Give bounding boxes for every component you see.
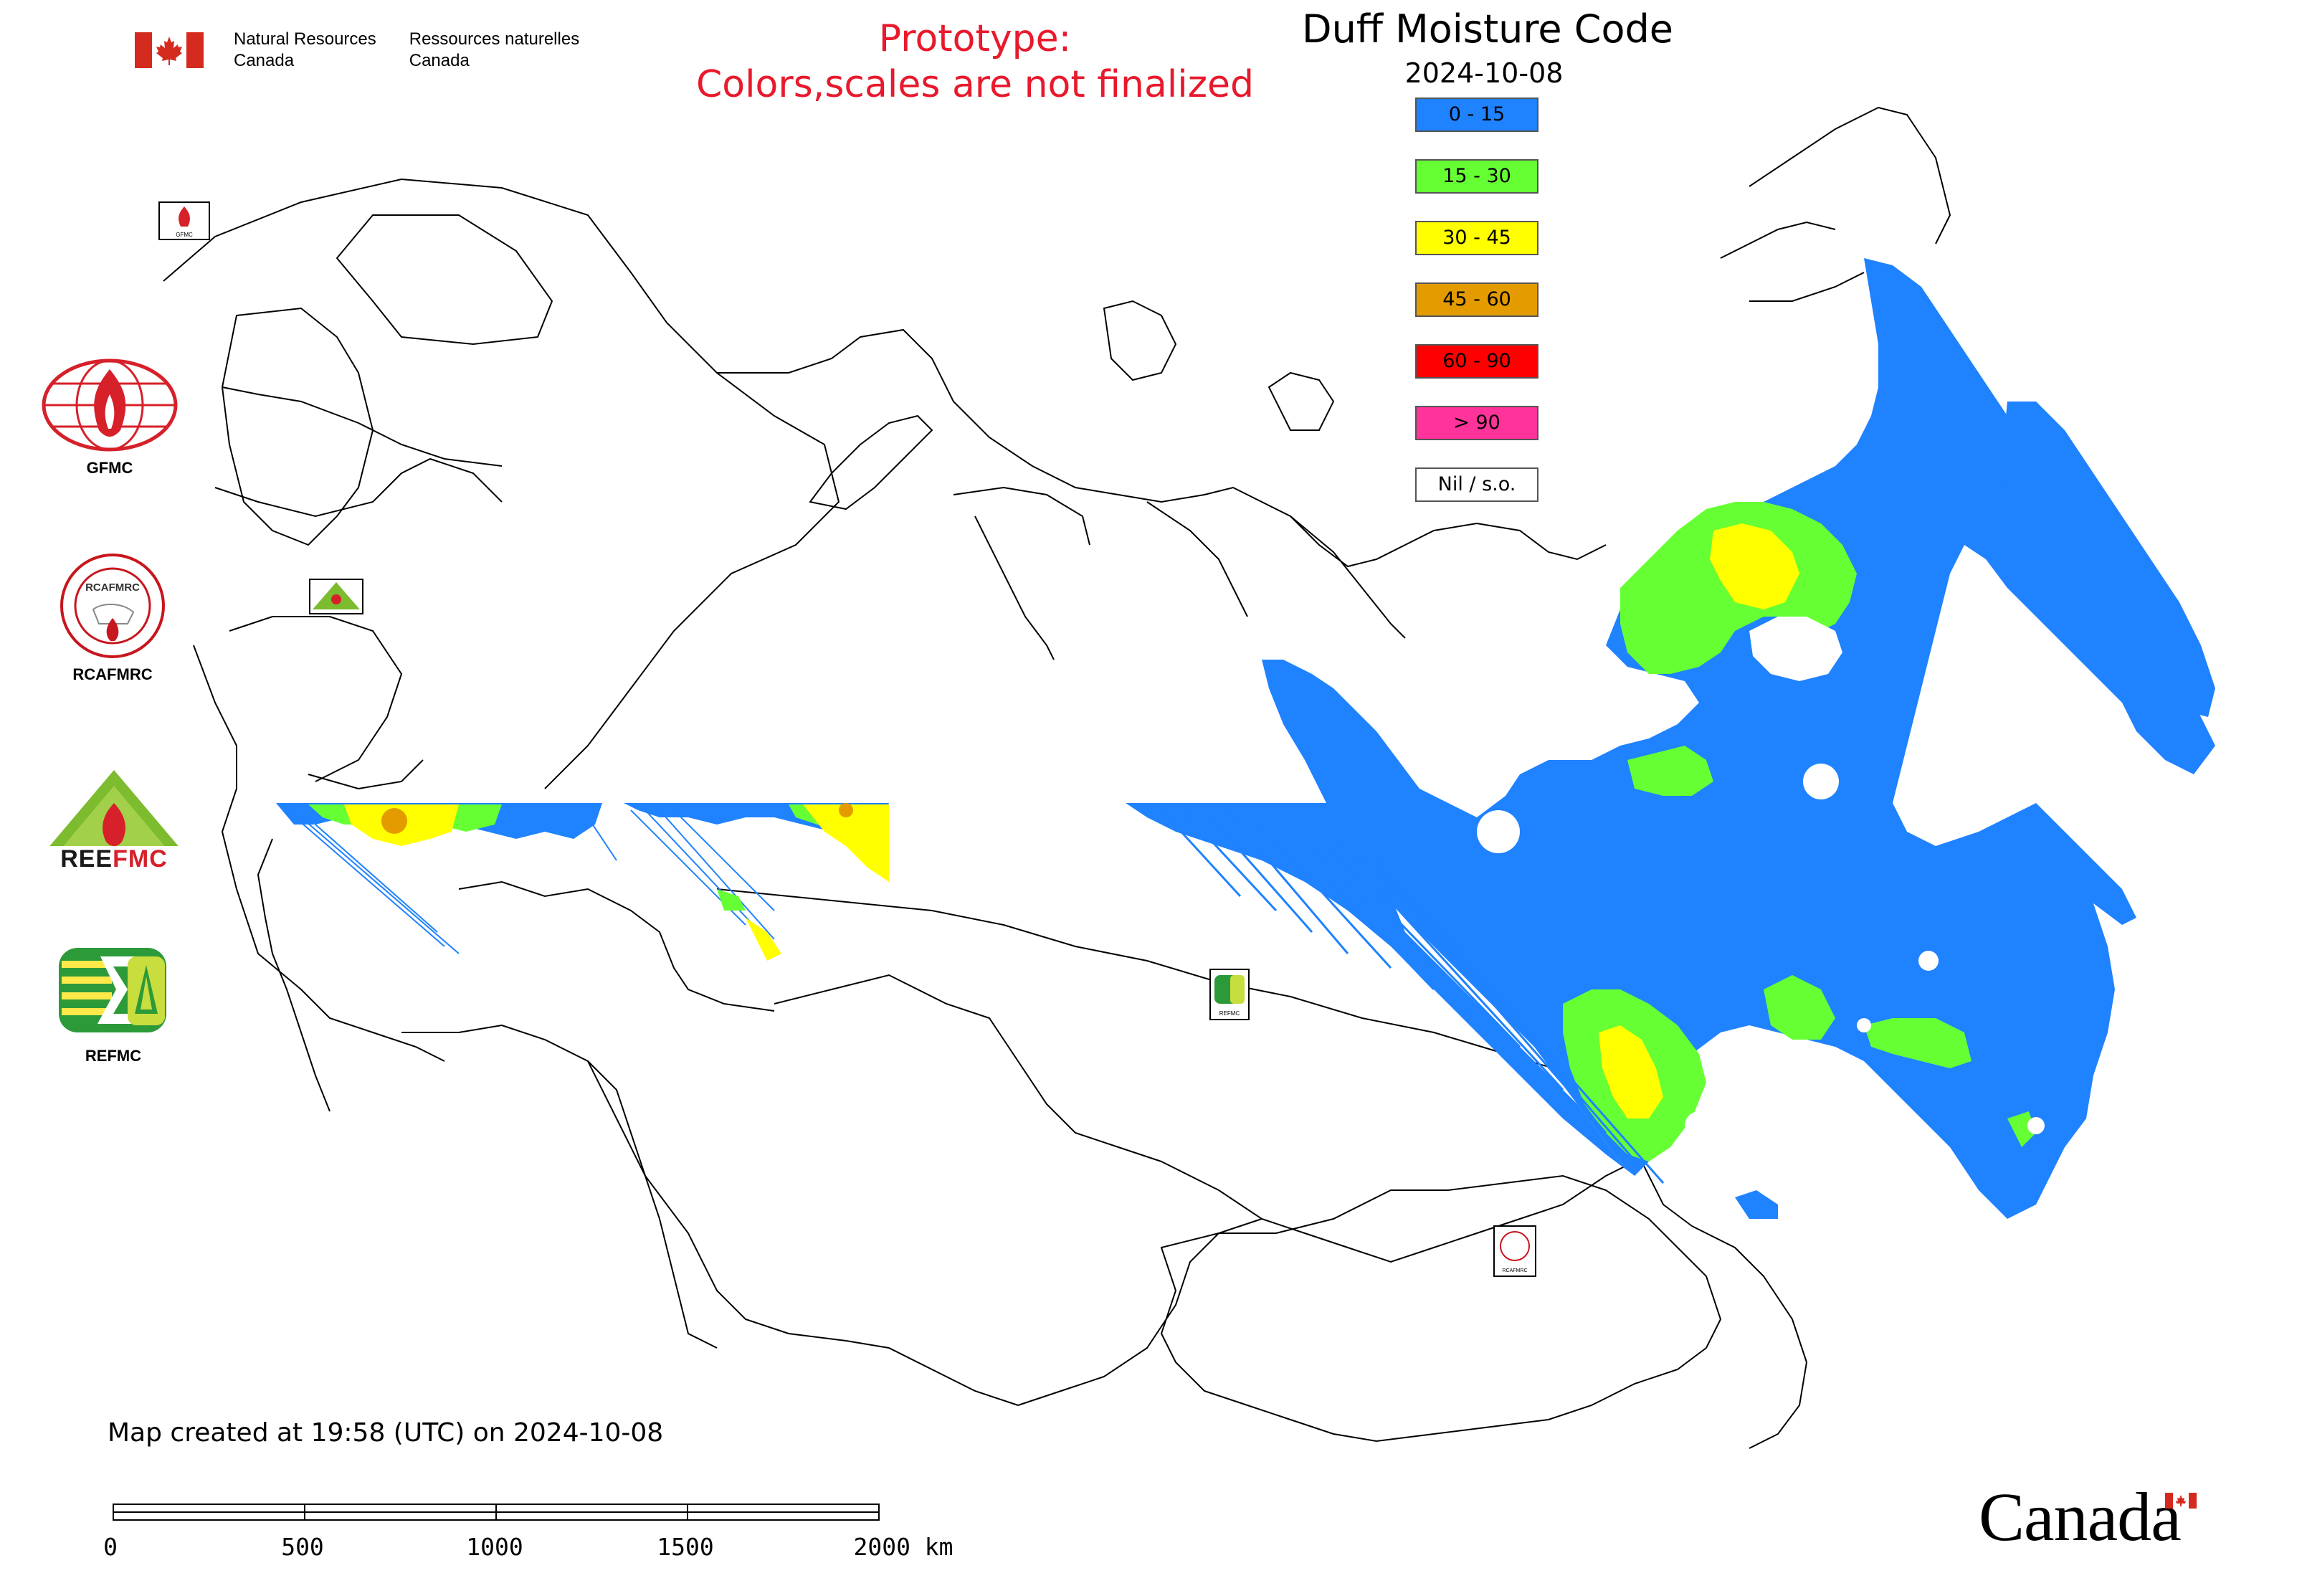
scale-labels: 0 500 1000 1500 2000 km	[0, 1533, 2302, 1564]
legend-item: 0 - 15	[1415, 98, 1538, 132]
gfmc-logo: GFMC	[42, 358, 181, 478]
rcafmrc-logo-icon: RCAFMRC	[60, 554, 165, 658]
wordmark-flag-icon	[2165, 1493, 2197, 1509]
dmc-raster	[276, 258, 2215, 1219]
legend-item: 30 - 45	[1415, 221, 1538, 255]
refmc-label: REFMC	[85, 1047, 142, 1065]
refmc-marker-icon: REFMC	[1209, 969, 1250, 1020]
agency-name-en: Natural Resources Canada	[234, 29, 376, 70]
map-title: Duff Moisture Code	[1302, 6, 1673, 52]
nrcan-signature: Natural Resources Canada Ressources natur…	[135, 27, 612, 73]
legend-item: > 90	[1415, 406, 1538, 440]
scale-label-2000: 2000 km	[853, 1533, 953, 1561]
scale-label-1500: 1500	[657, 1533, 714, 1561]
gfmc-label: GFMC	[86, 459, 133, 477]
legend-item: 45 - 60	[1415, 282, 1538, 317]
reefmc-marker-icon	[309, 579, 363, 614]
rcafmrc-label: RCAFMRC	[72, 665, 153, 683]
created-timestamp: Map created at 19:58 (UTC) on 2024-10-08	[108, 1418, 664, 1448]
country-boundaries	[163, 106, 1951, 1449]
canada-wordmark: Canada	[1979, 1478, 2182, 1555]
prototype-notice: Prototype: Colors,scales are not finaliz…	[695, 17, 1255, 106]
scale-bar	[113, 1504, 880, 1521]
refmc-logo: REFMC	[57, 945, 185, 1065]
map-date: 2024-10-08	[1404, 57, 1564, 89]
svg-text:RCAFMRC: RCAFMRC	[85, 581, 140, 594]
scale-label-1000: 1000	[466, 1533, 523, 1561]
gfmc-marker-icon: GFMC	[158, 201, 210, 240]
canada-flag-icon	[135, 32, 204, 68]
gfmc-logo-icon	[42, 358, 178, 452]
scale-label-500: 500	[281, 1533, 324, 1561]
reefmc-logo-icon: REEFMC	[37, 770, 191, 873]
svg-text:RCAFMRC: RCAFMRC	[1503, 1268, 1528, 1273]
svg-text:REFMC: REFMC	[1219, 1010, 1240, 1017]
svg-text:GFMC: GFMC	[176, 232, 193, 238]
legend-item: Nil / s.o.	[1415, 467, 1538, 502]
agency-name-fr: Ressources naturelles Canada	[409, 29, 580, 70]
rcafmrc-logo: RCAFMRC RCAFMRC	[59, 552, 184, 684]
scale-label-0: 0	[103, 1533, 118, 1561]
legend-item: 60 - 90	[1415, 344, 1538, 379]
refmc-logo-icon	[59, 948, 166, 1032]
svg-text:REEFMC: REEFMC	[60, 845, 168, 873]
reefmc-logo: REEFMC	[37, 767, 191, 878]
rcafmrc-marker-icon: RCAFMRC	[1493, 1225, 1536, 1277]
legend-item: 15 - 30	[1415, 159, 1538, 194]
